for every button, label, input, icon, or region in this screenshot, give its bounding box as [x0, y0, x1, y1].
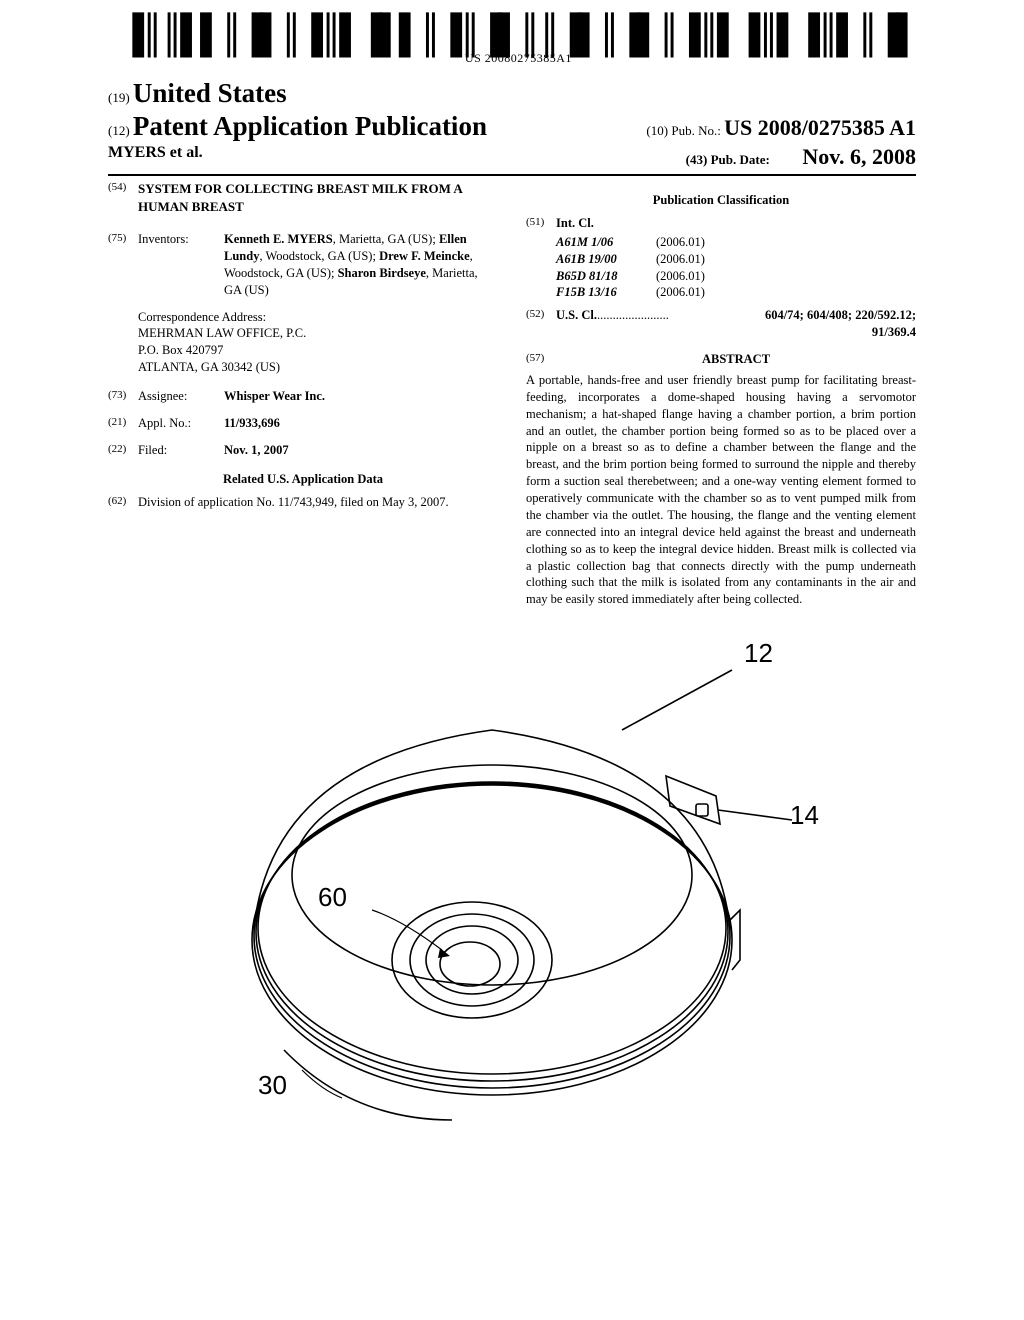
code-54: (54)	[108, 180, 138, 215]
assignee: Whisper Wear Inc.	[224, 388, 498, 405]
correspondence-line2: P.O. Box 420797	[138, 342, 498, 359]
intcl-row: B65D 81/18(2006.01)	[556, 268, 916, 285]
intcl-row: A61M 1/06(2006.01)	[556, 234, 916, 251]
figure-drawing	[192, 620, 832, 1180]
header-rule	[108, 174, 916, 176]
uscl-dots: .......................	[597, 307, 765, 341]
assignee-label: Assignee:	[138, 388, 224, 405]
abstract-label: ABSTRACT	[556, 351, 916, 368]
patent-figure: 12 14 60 30	[192, 620, 832, 1180]
intcl-label: Int. Cl.	[556, 215, 916, 232]
right-column: Publication Classification (51) Int. Cl.…	[526, 180, 916, 608]
code-52: (52)	[526, 307, 556, 341]
pubdate-label: Pub. Date:	[711, 152, 770, 167]
code-75: (75)	[108, 231, 138, 299]
correspondence-address: Correspondence Address: MEHRMAN LAW OFFI…	[138, 309, 498, 377]
filed-date: Nov. 1, 2007	[224, 442, 498, 459]
correspondence-label: Correspondence Address:	[138, 309, 498, 326]
inventors-list: Kenneth E. MYERS, Marietta, GA (US); Ell…	[224, 231, 498, 299]
uscl-label: U.S. Cl.	[556, 307, 597, 341]
ref-14: 14	[790, 800, 819, 831]
abstract-text: A portable, hands-free and user friendly…	[526, 372, 916, 608]
country: United States	[133, 78, 287, 108]
application-number: 11/933,696	[224, 415, 498, 432]
publication-type: Patent Application Publication	[133, 111, 487, 141]
intcl-row: A61B 19/00(2006.01)	[556, 251, 916, 268]
publication-date: Nov. 6, 2008	[802, 144, 916, 169]
code-51: (51)	[526, 215, 556, 232]
intcl-row: F15B 13/16(2006.01)	[556, 284, 916, 301]
related-data-header: Related U.S. Application Data	[108, 471, 498, 488]
code-19: (19)	[108, 90, 130, 105]
patent-header: (19) United States (12) Patent Applicati…	[108, 78, 916, 176]
division-text: Division of application No. 11/743,949, …	[138, 494, 498, 511]
ref-30: 30	[258, 1070, 287, 1101]
intcl-table: A61M 1/06(2006.01)A61B 19/00(2006.01)B65…	[556, 234, 916, 302]
left-column: (54) SYSTEM FOR COLLECTING BREAST MILK F…	[108, 180, 498, 608]
code-21: (21)	[108, 415, 138, 432]
code-12: (12)	[108, 123, 130, 138]
ref-60: 60	[318, 882, 347, 913]
publication-number: US 2008/0275385 A1	[724, 115, 916, 140]
code-73: (73)	[108, 388, 138, 405]
pubclass-header: Publication Classification	[526, 192, 916, 209]
inventors-label: Inventors:	[138, 231, 224, 299]
code-43: (43)	[686, 152, 708, 167]
barcode-graphic: ▐║║▌▌║▐▌║▐║▌▐▌▌║▐║▐▌║║▐▌║▐▌║▐║▌▐║▌▐║▌║▐▌	[121, 22, 916, 49]
bibliographic-columns: (54) SYSTEM FOR COLLECTING BREAST MILK F…	[108, 180, 916, 608]
correspondence-line1: MEHRMAN LAW OFFICE, P.C.	[138, 325, 498, 342]
pubno-label: Pub. No.:	[671, 123, 720, 138]
invention-title: SYSTEM FOR COLLECTING BREAST MILK FROM A…	[138, 180, 498, 215]
authors: MYERS et al.	[108, 144, 203, 170]
code-22: (22)	[108, 442, 138, 459]
correspondence-line3: ATLANTA, GA 30342 (US)	[138, 359, 498, 376]
ref-12: 12	[744, 638, 773, 669]
applno-label: Appl. No.:	[138, 415, 224, 432]
code-57: (57)	[526, 351, 556, 368]
code-62: (62)	[108, 494, 138, 511]
barcode-block: ▐║║▌▌║▐▌║▐║▌▐▌▌║▐║▐▌║║▐▌║▐▌║▐║▌▐║▌▐║▌║▐▌…	[121, 22, 916, 66]
uscl-value: 604/74; 604/408; 220/592.12;91/369.4	[765, 307, 916, 341]
filed-label: Filed:	[138, 442, 224, 459]
code-10: (10)	[646, 123, 668, 138]
